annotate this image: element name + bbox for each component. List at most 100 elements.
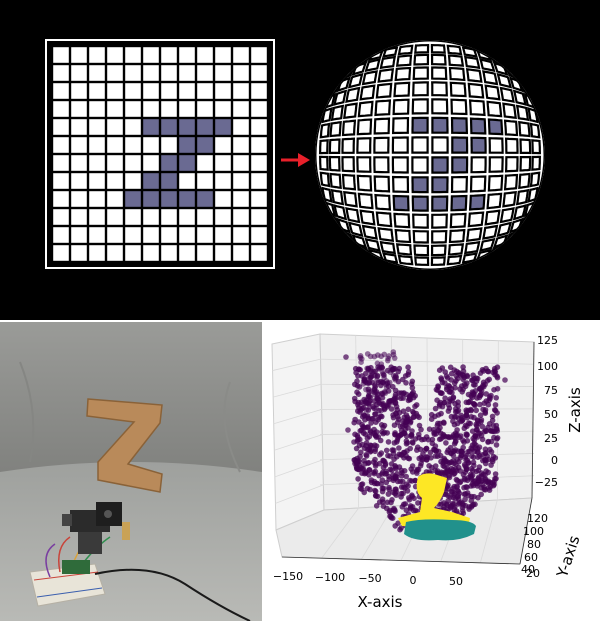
purple-point bbox=[368, 477, 375, 483]
sphere-cell bbox=[499, 207, 515, 224]
purple-point bbox=[468, 473, 474, 479]
grid-cell bbox=[251, 245, 267, 261]
grid-cell bbox=[233, 245, 249, 261]
purple-point bbox=[366, 459, 372, 466]
sphere-cell bbox=[341, 156, 356, 173]
grid-cell bbox=[143, 47, 159, 63]
purple-point bbox=[410, 414, 417, 421]
purple-point bbox=[416, 431, 422, 438]
purple-point bbox=[359, 413, 366, 420]
purple-point bbox=[432, 453, 439, 459]
purple-point bbox=[394, 471, 400, 477]
purple-point bbox=[407, 445, 413, 452]
purple-point bbox=[475, 429, 482, 436]
sphere-cell bbox=[463, 240, 481, 255]
sphere-z-cell bbox=[431, 116, 449, 134]
grid-cell bbox=[107, 191, 123, 207]
grid-cell bbox=[179, 65, 195, 81]
purple-point bbox=[412, 507, 419, 514]
purple-point bbox=[493, 442, 500, 448]
purple-point bbox=[392, 463, 398, 469]
sphere-cell bbox=[357, 192, 374, 210]
purple-point bbox=[371, 469, 377, 476]
purple-point bbox=[492, 471, 499, 477]
purple-point bbox=[375, 352, 381, 358]
sphere-cell bbox=[319, 122, 331, 139]
grid-cell bbox=[71, 173, 87, 189]
purple-point bbox=[453, 378, 459, 384]
purple-point bbox=[488, 449, 495, 455]
y-axis-label: Y-axis bbox=[553, 533, 584, 580]
purple-point bbox=[478, 391, 485, 397]
purple-point bbox=[386, 484, 392, 491]
grid-cell bbox=[53, 83, 69, 99]
sphere-cell bbox=[411, 98, 429, 115]
flat-z-grid bbox=[45, 39, 275, 269]
purple-point bbox=[468, 414, 475, 420]
sphere-z-cell bbox=[451, 156, 469, 174]
purple-point bbox=[423, 445, 430, 452]
purple-point bbox=[447, 398, 453, 404]
purple-point bbox=[386, 353, 392, 359]
x-axis: −150 −100 −50 0 50 X-axis bbox=[273, 556, 521, 611]
grid-cell bbox=[143, 83, 159, 99]
purple-point bbox=[471, 493, 477, 500]
purple-point bbox=[464, 380, 470, 386]
sphere-cell bbox=[341, 173, 357, 191]
purple-point bbox=[459, 389, 465, 395]
grid-cell bbox=[125, 245, 141, 261]
sphere-cell bbox=[463, 55, 481, 70]
purple-point bbox=[450, 448, 457, 455]
purple-point bbox=[450, 457, 457, 464]
scatter-clusters bbox=[343, 349, 508, 541]
sphere-cell bbox=[377, 227, 395, 242]
grid-cell bbox=[71, 65, 87, 81]
purple-point bbox=[442, 395, 448, 401]
purple-point bbox=[453, 373, 459, 379]
purple-point bbox=[403, 412, 410, 418]
sphere-cell bbox=[374, 193, 392, 211]
grid-cell bbox=[161, 227, 177, 243]
sphere-cell bbox=[486, 192, 503, 210]
purple-point bbox=[391, 456, 397, 462]
sphere-cell bbox=[397, 254, 414, 266]
purple-point bbox=[363, 407, 369, 413]
purple-point bbox=[376, 499, 383, 505]
purple-point bbox=[462, 496, 468, 503]
grid-cell bbox=[53, 155, 69, 171]
purple-point bbox=[444, 469, 451, 476]
sphere-cell bbox=[397, 44, 414, 56]
sphere-cell bbox=[361, 224, 378, 240]
purple-point bbox=[443, 440, 449, 446]
sphere-cell bbox=[375, 211, 393, 228]
purple-point bbox=[436, 367, 443, 373]
purple-point bbox=[366, 433, 373, 440]
purple-point bbox=[399, 473, 405, 479]
purple-point bbox=[392, 377, 399, 383]
sphere-z-cell bbox=[450, 194, 468, 212]
x-tick: 0 bbox=[410, 574, 417, 587]
purple-point bbox=[356, 366, 362, 373]
purple-point bbox=[414, 447, 420, 453]
purple-point bbox=[383, 381, 389, 388]
purple-point bbox=[485, 368, 491, 374]
purple-point bbox=[361, 489, 367, 496]
grid-cell bbox=[125, 119, 141, 135]
sphere-cell bbox=[430, 53, 447, 66]
grid-cell bbox=[233, 119, 249, 135]
y-tick: 20 bbox=[526, 567, 540, 580]
purple-point bbox=[431, 431, 438, 437]
purple-point bbox=[482, 450, 488, 457]
grid-cell bbox=[89, 173, 105, 189]
grid-cell bbox=[71, 83, 87, 99]
sphere-z-cell bbox=[411, 195, 429, 212]
purple-point bbox=[373, 429, 380, 435]
purple-point bbox=[388, 406, 395, 412]
sphere-cell bbox=[503, 173, 519, 191]
purple-point bbox=[452, 439, 459, 445]
purple-point bbox=[461, 491, 468, 497]
purple-point bbox=[439, 403, 446, 410]
sphere-cell bbox=[356, 118, 373, 136]
purple-point bbox=[464, 372, 470, 379]
sphere-cell bbox=[529, 122, 541, 139]
